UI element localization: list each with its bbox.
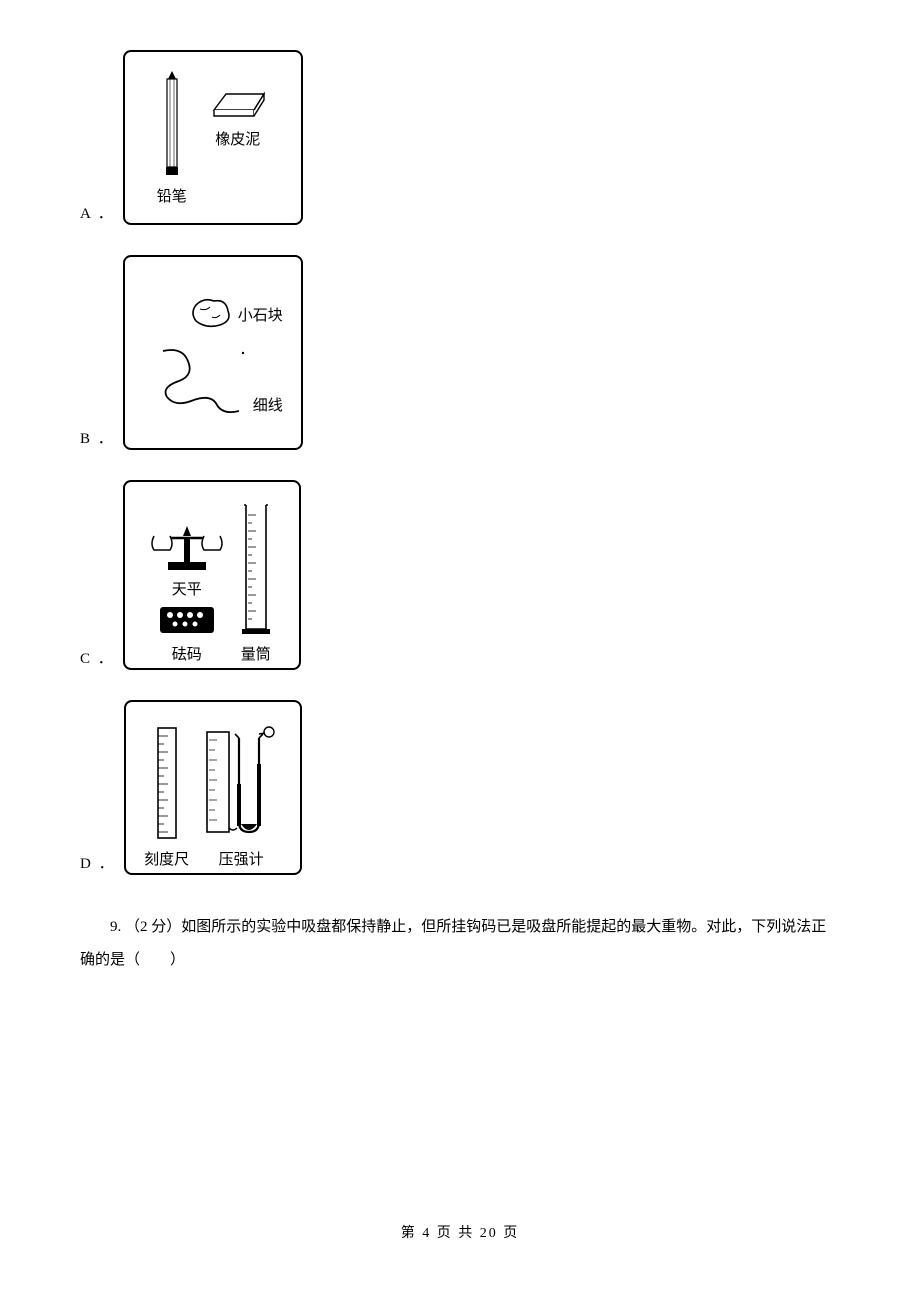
- balance-icon: [148, 522, 226, 574]
- thread-caption: 细线: [253, 394, 283, 415]
- stone-caption: 小石块: [238, 304, 283, 325]
- thread-icon: [143, 341, 253, 421]
- balance-caption: 天平: [172, 578, 202, 599]
- eraser-caption: 橡皮泥: [215, 128, 260, 149]
- question-9: 9. （2 分）如图所示的实验中吸盘都保持静止，但所挂钩码已是吸盘所能提起的最大…: [80, 911, 840, 977]
- ruler-item: 刻度尺: [144, 724, 189, 869]
- question-text: 如图所示的实验中吸盘都保持静止，但所挂钩码已是吸盘所能提起的最大重物。对此，下列…: [80, 919, 826, 968]
- thread-item: 细线: [143, 341, 283, 421]
- stone-item: 小石块: [184, 293, 283, 333]
- manometer-icon: [201, 724, 281, 844]
- pencil-icon: [154, 71, 190, 181]
- ruler-icon: [148, 724, 186, 844]
- option-b-row: B ． 小石块 细线: [80, 255, 840, 450]
- weights-item: 砝码: [156, 601, 218, 664]
- option-a-box: 铅笔 橡皮泥: [123, 50, 303, 225]
- balance-item: 天平: [148, 522, 226, 599]
- cylinder-item: 量筒: [236, 499, 276, 664]
- option-c-box: 天平 砝码: [123, 480, 301, 670]
- pencil-caption: 铅笔: [157, 185, 187, 206]
- option-c-label: C ．: [80, 647, 115, 670]
- option-d-box: 刻度尺: [124, 700, 302, 875]
- eraser-item: 橡皮泥: [204, 76, 272, 149]
- option-c-row: C ． 天平: [80, 480, 840, 670]
- option-b-box: 小石块 细线: [123, 255, 303, 450]
- weights-caption: 砝码: [172, 643, 202, 664]
- option-b-label: B ．: [80, 427, 115, 450]
- question-points: （2 分）: [125, 919, 181, 935]
- pencil-item: 铅笔: [154, 71, 190, 206]
- option-d-label: D ．: [80, 852, 116, 875]
- question-number: 9.: [110, 919, 121, 935]
- option-a-label: A ．: [80, 202, 115, 225]
- ruler-caption: 刻度尺: [144, 848, 189, 869]
- option-d-row: D ． 刻度尺: [80, 700, 840, 875]
- footer-text: 第 4 页 共 20 页: [401, 1226, 520, 1241]
- cylinder-caption: 量筒: [241, 643, 271, 664]
- manometer-caption: 压强计: [219, 848, 264, 869]
- option-a-row: A ． 铅笔 橡皮泥: [80, 50, 840, 225]
- weights-icon: [156, 601, 218, 639]
- manometer-item: 压强计: [201, 724, 281, 869]
- cylinder-icon: [236, 499, 276, 639]
- stone-icon: [184, 293, 234, 333]
- page-footer: 第 4 页 共 20 页: [0, 1222, 920, 1242]
- eraser-icon: [204, 76, 272, 124]
